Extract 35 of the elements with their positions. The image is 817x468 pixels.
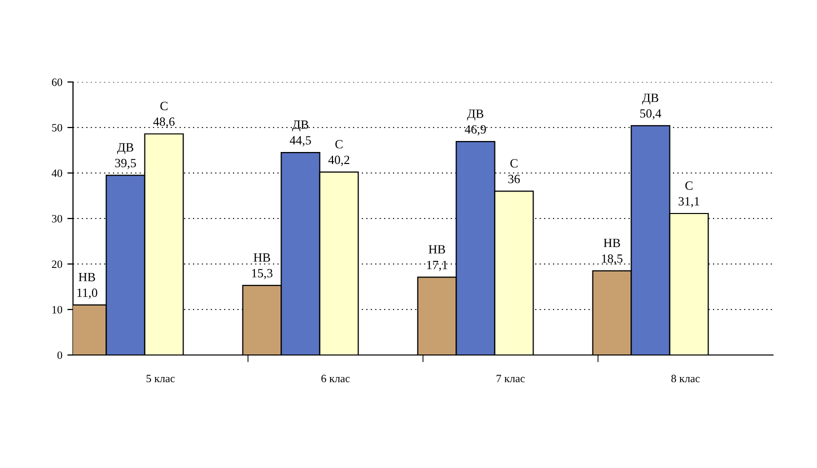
data-label: 48,6 — [153, 117, 175, 128]
text: ДВ — [292, 120, 308, 132]
data-label: 11,0 — [77, 288, 98, 299]
text: НВ — [254, 253, 270, 262]
x-tick-label: 6 клас — [321, 374, 350, 382]
series-label: ДВ — [467, 110, 484, 120]
data-label: 39,5 — [115, 158, 136, 170]
series-label: НВ — [78, 272, 96, 282]
data-label: 31,1 — [678, 197, 700, 208]
text: С — [160, 102, 168, 110]
data-label: 17,1 — [427, 260, 448, 271]
text: НВ — [428, 245, 446, 254]
data-label: 44,5 — [290, 136, 311, 146]
text: ДВ — [642, 94, 658, 105]
x-tick-label: 7 клас — [496, 374, 525, 382]
series-label: С — [510, 159, 518, 168]
data-label: 40,2 — [328, 156, 350, 166]
data-label: 50,4 — [640, 109, 662, 120]
y-tick-label: 50 — [52, 124, 62, 132]
x-tick-label: 8 клас — [671, 374, 700, 382]
y-tick-label: 20 — [52, 260, 62, 268]
y-tick-label: 10 — [52, 306, 62, 314]
y-tick-label: 0 — [57, 351, 62, 359]
data-label: 46,9 — [464, 125, 486, 136]
x-tick-label: 5 клас — [146, 374, 175, 382]
y-tick-label: 40 — [52, 169, 62, 177]
data-label: 18,5 — [602, 254, 622, 265]
y-tick-label: 30 — [52, 214, 62, 222]
data-label: 36 — [508, 174, 520, 184]
text: С — [685, 181, 692, 190]
text: ДВ — [117, 143, 134, 154]
text: С — [335, 140, 342, 148]
data-label: 15,3 — [252, 268, 272, 280]
text: НВ — [604, 238, 620, 248]
y-tick-label: 60 — [52, 78, 62, 86]
